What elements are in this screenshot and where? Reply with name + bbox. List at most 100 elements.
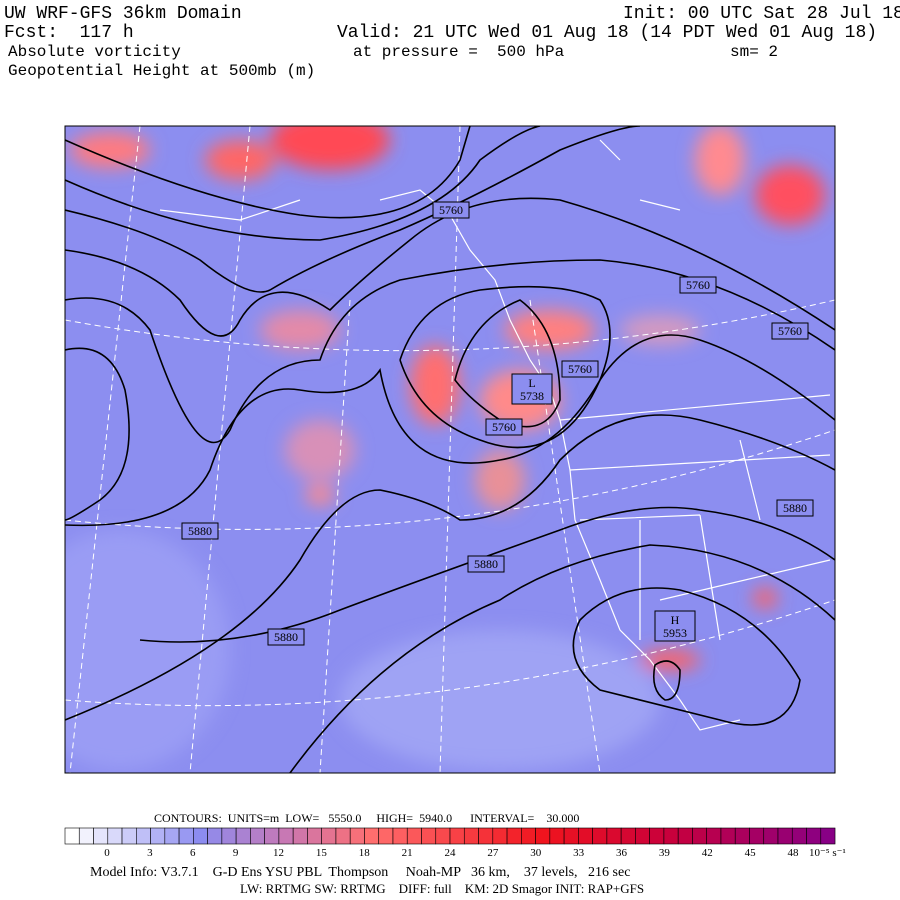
colorbar-cell [791,827,807,845]
colorbar-cell [620,827,636,845]
colorbar-cell [535,827,551,845]
contour-label: 5760 [492,420,516,434]
field-name: Absolute vorticity [8,43,181,61]
colorbar-tick-label: 21 [402,847,413,859]
colorbar-cell [521,827,536,845]
colorbar-cell [449,827,465,845]
contour-label-box [432,201,470,219]
contour-label: 5880 [274,630,298,644]
colorbar-cell [335,827,351,845]
low-box [511,373,553,405]
contour-label-box [679,276,717,294]
colorbar-tick-label: 3 [147,847,153,859]
contour-info: CONTOURS: UNITS=m LOW= 5550.0 HIGH= 5940… [154,811,580,825]
colorbar-cell [563,827,579,845]
graticule [65,126,835,773]
contour-field: Geopotential Height at 500mb (m) [8,62,316,80]
colorbar-cell [463,827,479,845]
low-symbol: L [528,376,535,390]
height-contours [65,126,835,773]
colorbar-tick-label: 48 [788,847,800,859]
colorbar-cell [649,827,665,845]
model-info: Model Info: V3.7.1 G-D Ens YSU PBL Thomp… [90,865,631,880]
colorbar-cell [207,827,223,845]
contour-label-box [561,360,599,378]
colorbar-cell [250,827,265,845]
colorbar-cell [478,827,494,845]
coastlines [159,139,831,731]
vorticity-shading [65,126,825,770]
colorbar-cell [78,827,94,845]
colorbar-cell [635,827,650,845]
colorbar-tick-label: 9 [233,847,239,859]
colorbar-tick-label: 15 [316,847,328,859]
physics-info: LW: RRTMG SW: RRTMG DIFF: full KM: 2D Sm… [240,881,645,896]
colorbar-unit: 10⁻⁵ s⁻¹ [809,847,846,859]
high-symbol: H [671,613,680,627]
map-field [65,126,835,773]
colorbar-cell [349,827,365,845]
low-value: 5738 [520,389,544,403]
colorbar-cell [178,827,194,845]
high-value: 5953 [663,626,687,640]
colorbar-cell [235,827,251,845]
colorbar-cell [392,827,408,845]
contour-label-box [776,499,814,517]
colorbar-cell [435,827,451,845]
colorbar-cell [193,827,208,845]
colorbar-cell [592,827,608,845]
colorbar-cell [663,827,679,845]
colorbar-cell [492,827,508,845]
contour-label: 5880 [188,524,212,538]
colorbar-cell [720,827,736,845]
pressure-level: at pressure = 500 hPa [353,43,565,61]
colorbar-cell [307,827,322,845]
colorbar-tick-label: 18 [359,847,371,859]
colorbar-cell [378,827,394,845]
map-frame [64,125,836,774]
colorbar-cell [749,827,765,845]
colorbar-cell [777,827,793,845]
colorbar-cell [421,827,437,845]
colorbar-cell [692,827,708,845]
colorbar-cell [578,827,593,845]
colorbar-cell [321,827,337,845]
colorbar-cell [734,827,750,845]
high-box [654,610,696,642]
colorbar-cell [221,827,237,845]
colorbar-tick-label: 45 [745,847,757,859]
contour-label-box [771,322,809,340]
colorbar-cell [107,827,123,845]
contour-label: 5760 [439,203,463,217]
colorbar-cell [278,827,294,845]
colorbar-tick-label: 27 [487,847,499,859]
smoothing: sm= 2 [730,43,779,61]
colorbar-tick-label: 30 [530,847,542,859]
contour-label-box [467,555,505,573]
colorbar-cell [406,827,422,845]
colorbar-cell [136,827,151,845]
title: UW WRF-GFS 36km Domain [4,4,242,24]
colorbar-tick-label: 33 [573,847,585,859]
colorbar-cell [164,827,180,845]
colorbar-cell [820,827,836,845]
contour-label: 5880 [783,501,807,515]
colorbar-tick-label: 12 [273,847,284,859]
colorbar-cell [64,827,80,845]
contour-label-box [181,522,219,540]
colorbar-tick-label: 24 [445,847,457,859]
contour-label: 5760 [568,362,592,376]
contour-label: 5760 [686,278,710,292]
colorbar-cell [150,827,166,845]
contour-label-box [267,628,305,646]
colorbar-cell [292,827,308,845]
colorbar-cell [121,827,137,845]
forecast-hour: Fcst: 117 h [4,23,134,43]
contour-label: 5880 [474,557,498,571]
colorbar-cell [93,827,109,845]
colorbar-cell [806,827,822,845]
init-time: Init: 00 UTC Sat 28 Jul 18 [623,4,900,24]
colorbar-cell [364,827,380,845]
colorbar-cell [264,827,280,845]
